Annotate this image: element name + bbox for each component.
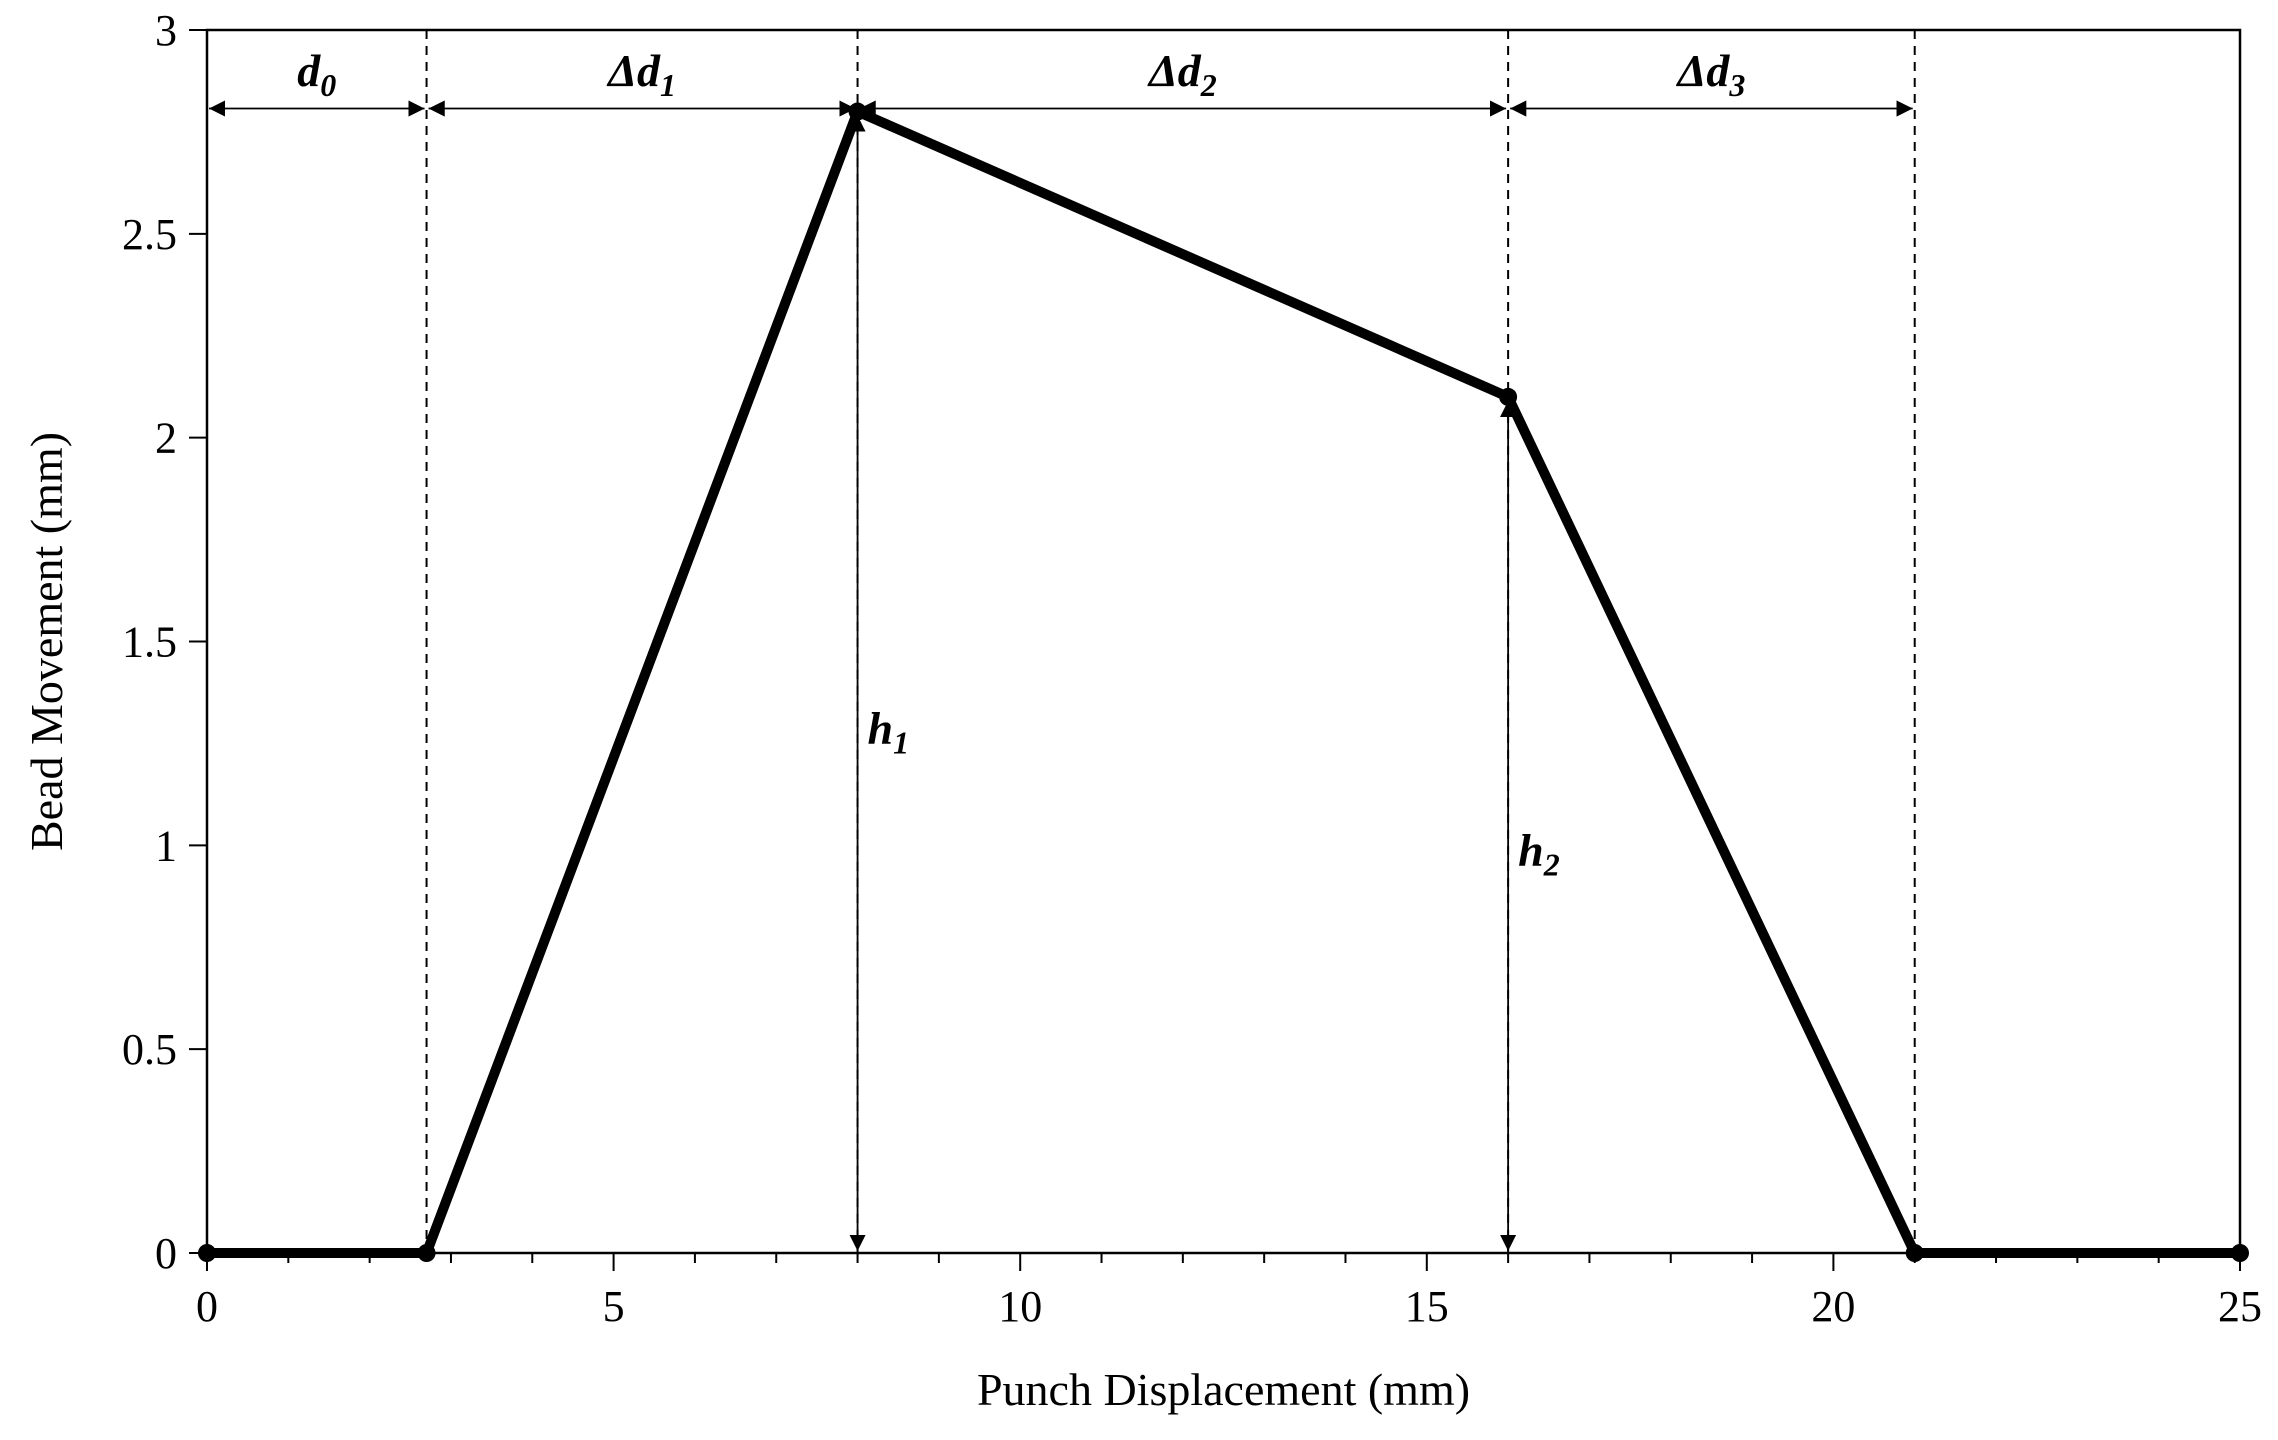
plot-axes: [205, 28, 2242, 1255]
tick-labels: 0 5 10 15 20 25 0 0.5 1 1.5 2 2.5 3: [122, 6, 2262, 1331]
data-point: [417, 1244, 436, 1262]
x-tick-label: 10: [998, 1282, 1042, 1331]
x-tick-label: 20: [1811, 1282, 1855, 1331]
annotation-h2: h2: [1518, 825, 1560, 883]
plot-frame: [205, 28, 2242, 1255]
annotation-h1: h1: [868, 702, 910, 760]
data-point: [1499, 387, 1518, 406]
x-tick-label: 5: [603, 1282, 625, 1331]
series-layer: [198, 102, 2249, 1262]
series-line: [202, 106, 2245, 1258]
annotation-dd1: Δd1: [606, 45, 676, 103]
x-axis-title: Punch Displacement (mm): [977, 1364, 1470, 1415]
x-tick-label: 0: [196, 1282, 218, 1331]
y-tick-label: 1: [155, 821, 177, 870]
y-axis-title: Bead Movement (mm): [21, 432, 72, 851]
x-tick-label: 25: [2218, 1282, 2262, 1331]
annotation-d0: d0: [297, 45, 336, 103]
data-point: [848, 102, 867, 121]
annotation-dd2: Δd2: [1147, 45, 1217, 103]
annotation-dd3: Δd3: [1675, 45, 1745, 103]
x-tick-label: 15: [1405, 1282, 1449, 1331]
data-point: [1905, 1244, 1924, 1262]
data-point: [2231, 1244, 2249, 1262]
y-tick-label: 3: [155, 6, 177, 55]
reference-lines: [425, 30, 1916, 1253]
y-tick-label: 1.5: [122, 618, 177, 667]
y-tick-label: 0: [155, 1229, 177, 1278]
tick-marks: [189, 29, 2241, 1271]
y-tick-label: 0.5: [122, 1025, 177, 1074]
annotations: d0 Δd1 Δd2 Δd3 h1 h2: [209, 45, 1913, 1251]
y-tick-label: 2: [155, 414, 177, 463]
y-tick-label: 2.5: [122, 210, 177, 259]
data-point: [198, 1244, 216, 1262]
